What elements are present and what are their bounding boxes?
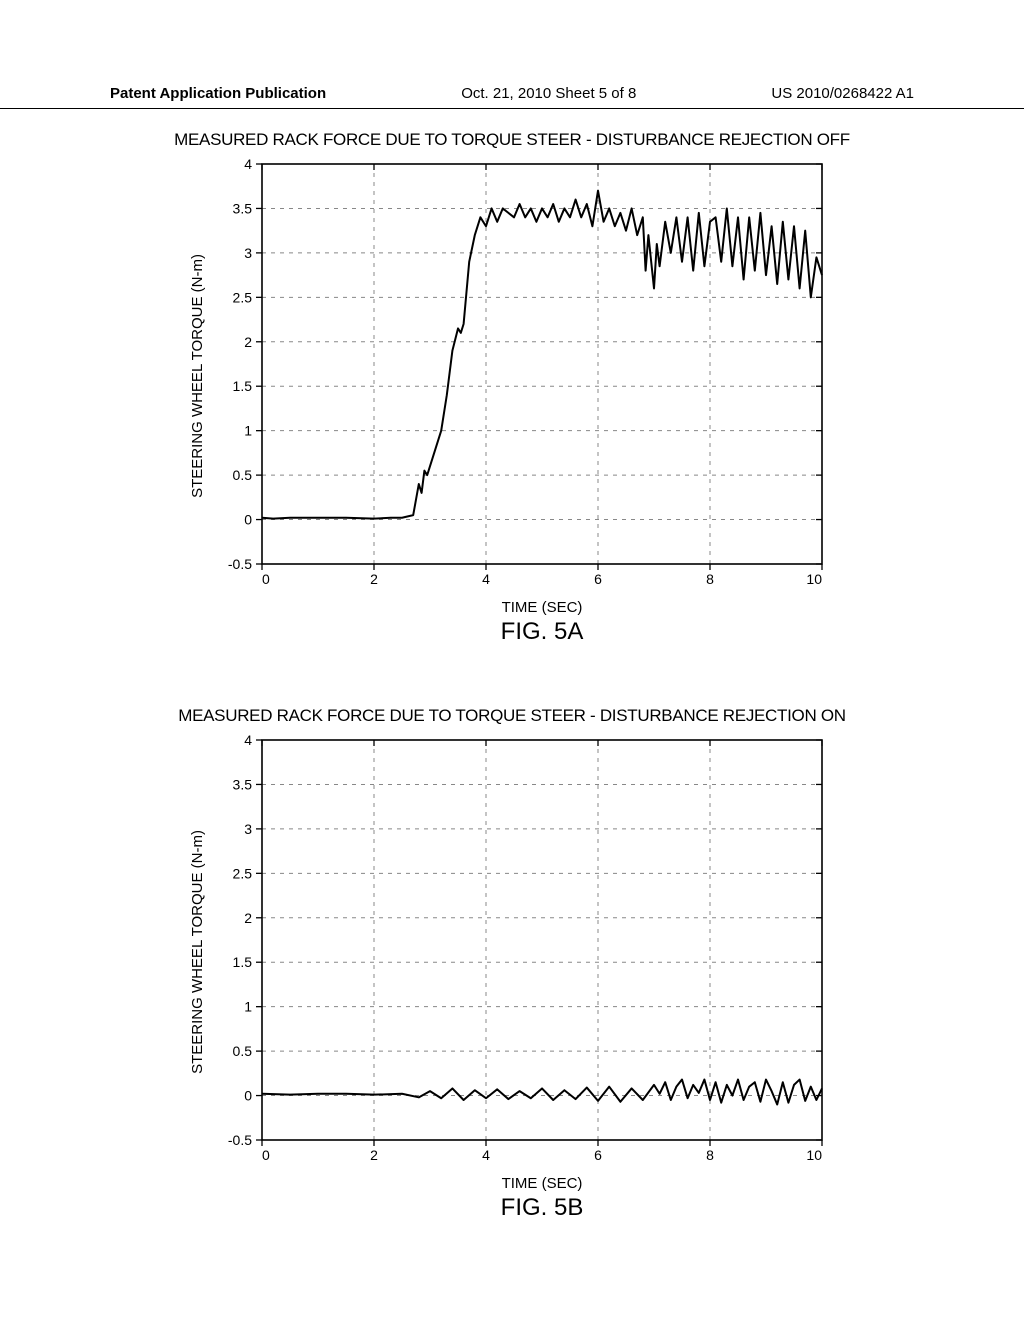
chart-b-svg: 0 2 4 6 8 10 -0.5 0 0.5 1 1.5 2 2.5 3 3.5 4 bbox=[214, 730, 836, 1168]
svg-text:3.5: 3.5 bbox=[232, 776, 252, 792]
header-center: Oct. 21, 2010 Sheet 5 of 8 bbox=[461, 85, 636, 102]
svg-text:8: 8 bbox=[706, 571, 714, 587]
svg-text:1: 1 bbox=[244, 999, 252, 1015]
svg-text:2: 2 bbox=[244, 334, 252, 350]
chart-a-xlabel: TIME (SEC) bbox=[192, 599, 892, 616]
svg-text:3: 3 bbox=[244, 821, 252, 837]
svg-text:6: 6 bbox=[594, 571, 602, 587]
svg-text:2.5: 2.5 bbox=[232, 865, 252, 881]
chart-b-ylabel: STEERING WHEEL TORQUE (N-m) bbox=[189, 830, 206, 1074]
header-right: US 2010/0268422 A1 bbox=[771, 85, 914, 102]
chart-a-plot: 0 2 4 6 8 10 -0.5 0 0.5 1 1.5 2 2.5 3 3.5 4 bbox=[214, 154, 836, 597]
svg-text:2: 2 bbox=[370, 1147, 378, 1163]
svg-text:0: 0 bbox=[262, 1147, 270, 1163]
svg-text:6: 6 bbox=[594, 1147, 602, 1163]
svg-text:4: 4 bbox=[482, 1147, 490, 1163]
svg-text:10: 10 bbox=[806, 1147, 822, 1163]
svg-text:1.5: 1.5 bbox=[232, 378, 252, 394]
svg-text:-0.5: -0.5 bbox=[227, 556, 251, 572]
svg-text:0: 0 bbox=[244, 1088, 252, 1104]
chart-b-xlabel: TIME (SEC) bbox=[192, 1175, 892, 1192]
svg-text:4: 4 bbox=[482, 571, 490, 587]
chart-b-block: MEASURED RACK FORCE DUE TO TORQUE STEER … bbox=[132, 706, 892, 1222]
svg-text:0: 0 bbox=[262, 571, 270, 587]
svg-text:2: 2 bbox=[370, 571, 378, 587]
svg-text:0.5: 0.5 bbox=[232, 467, 252, 483]
svg-text:10: 10 bbox=[806, 571, 822, 587]
chart-b-title: MEASURED RACK FORCE DUE TO TORQUE STEER … bbox=[132, 706, 892, 726]
svg-text:0: 0 bbox=[244, 512, 252, 528]
svg-text:4: 4 bbox=[244, 156, 252, 172]
page-body: MEASURED RACK FORCE DUE TO TORQUE STEER … bbox=[132, 130, 892, 1282]
chart-a-ylabel: STEERING WHEEL TORQUE (N-m) bbox=[189, 254, 206, 498]
svg-text:1: 1 bbox=[244, 423, 252, 439]
chart-a-svg: 0 2 4 6 8 10 -0.5 0 0.5 1 1.5 2 2.5 3 3.5 4 bbox=[214, 154, 836, 592]
svg-text:-0.5: -0.5 bbox=[227, 1132, 251, 1148]
chart-a-caption: FIG. 5A bbox=[192, 618, 892, 646]
page-header: Patent Application Publication Oct. 21, … bbox=[0, 85, 1024, 109]
svg-text:8: 8 bbox=[706, 1147, 714, 1163]
svg-text:3.5: 3.5 bbox=[232, 200, 252, 216]
svg-text:2: 2 bbox=[244, 910, 252, 926]
svg-text:0.5: 0.5 bbox=[232, 1043, 252, 1059]
header-left: Patent Application Publication bbox=[110, 85, 326, 102]
svg-text:3: 3 bbox=[244, 245, 252, 261]
chart-a-block: MEASURED RACK FORCE DUE TO TORQUE STEER … bbox=[132, 130, 892, 646]
chart-a-title: MEASURED RACK FORCE DUE TO TORQUE STEER … bbox=[132, 130, 892, 150]
svg-text:2.5: 2.5 bbox=[232, 289, 252, 305]
chart-b-plot: 0 2 4 6 8 10 -0.5 0 0.5 1 1.5 2 2.5 3 3.5 4 bbox=[214, 730, 836, 1173]
svg-text:4: 4 bbox=[244, 732, 252, 748]
chart-b-caption: FIG. 5B bbox=[192, 1194, 892, 1222]
svg-text:1.5: 1.5 bbox=[232, 954, 252, 970]
